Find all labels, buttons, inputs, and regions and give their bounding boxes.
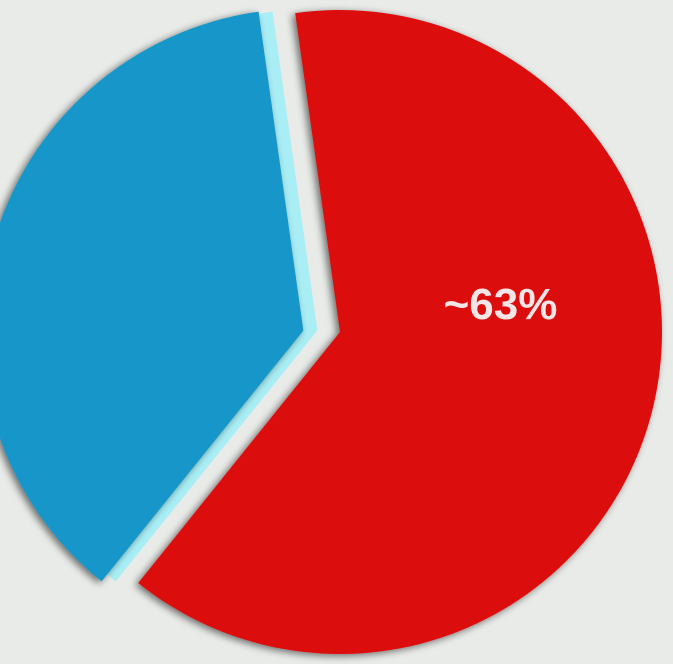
pie-slice-blue — [0, 11, 304, 582]
pie-slice-red — [138, 10, 662, 655]
pie-slice-label: ~63% — [444, 280, 558, 329]
pie-labels: ~63% — [444, 280, 558, 329]
pie-slices — [0, 10, 662, 655]
